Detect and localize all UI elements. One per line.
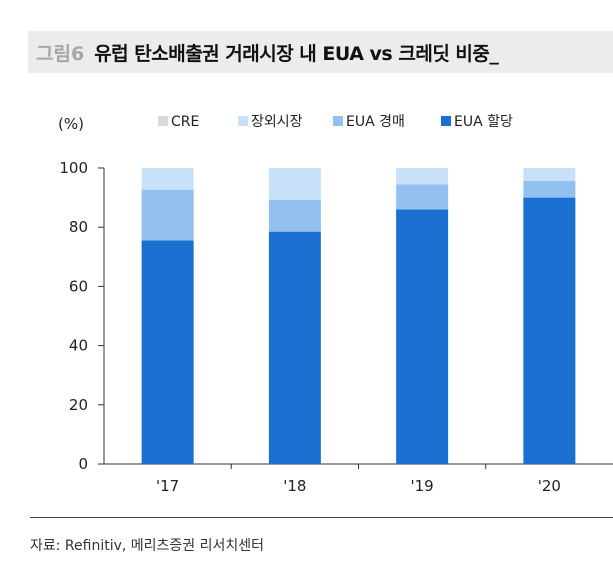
bar-segment	[141, 189, 194, 241]
bar-segment	[396, 209, 449, 464]
y-tick-label: 20	[69, 396, 88, 414]
legend-label: CRE	[171, 114, 199, 130]
x-tick-label: '17	[156, 477, 179, 495]
bar-segment	[396, 168, 449, 185]
bar-segment	[268, 231, 321, 464]
bar-segment	[523, 168, 576, 181]
y-tick-label: 60	[69, 277, 88, 295]
title-bar: 그림6 유럽 탄소배출권 거래시장 내 EUA vs 크레딧 비중_	[28, 31, 613, 73]
chart-title: 유럽 탄소배출권 거래시장 내 EUA vs 크레딧 비중_	[94, 42, 499, 65]
x-tick-label: '18	[283, 477, 306, 495]
y-tick-label: 40	[69, 337, 88, 355]
legend-label: EUA 할당	[454, 114, 513, 130]
bar-segment	[523, 197, 576, 464]
y-unit-label: (%)	[58, 115, 84, 133]
y-tick-label: 100	[59, 159, 88, 177]
legend-swatch	[333, 116, 343, 126]
legend-swatch	[238, 116, 248, 126]
figure-number: 그림6	[36, 42, 85, 65]
x-tick-label: '20	[538, 477, 561, 495]
legend-swatch	[158, 116, 168, 126]
y-tick-label: 0	[78, 455, 88, 473]
y-tick-label: 80	[69, 218, 88, 236]
bar-segment	[141, 240, 194, 464]
footer-divider	[30, 517, 613, 518]
legend-label: EUA 경매	[346, 114, 405, 130]
legend-swatch	[441, 116, 451, 126]
legend-label: 장외시장	[251, 114, 303, 130]
bar-segment	[523, 180, 576, 198]
bar-segment	[141, 168, 194, 190]
source-note: 자료: Refinitiv, 메리츠증권 리서치센터	[30, 538, 265, 554]
bar-segment	[268, 199, 321, 232]
bar-segment	[268, 168, 321, 200]
bar-segment	[396, 184, 449, 210]
stacked-bar-chart: (%) CRE 장외시장 EUA 경매 EUA 할당 0 20 40 60 80 100 '17 '18…	[58, 114, 613, 495]
x-tick-label: '19	[411, 477, 434, 495]
